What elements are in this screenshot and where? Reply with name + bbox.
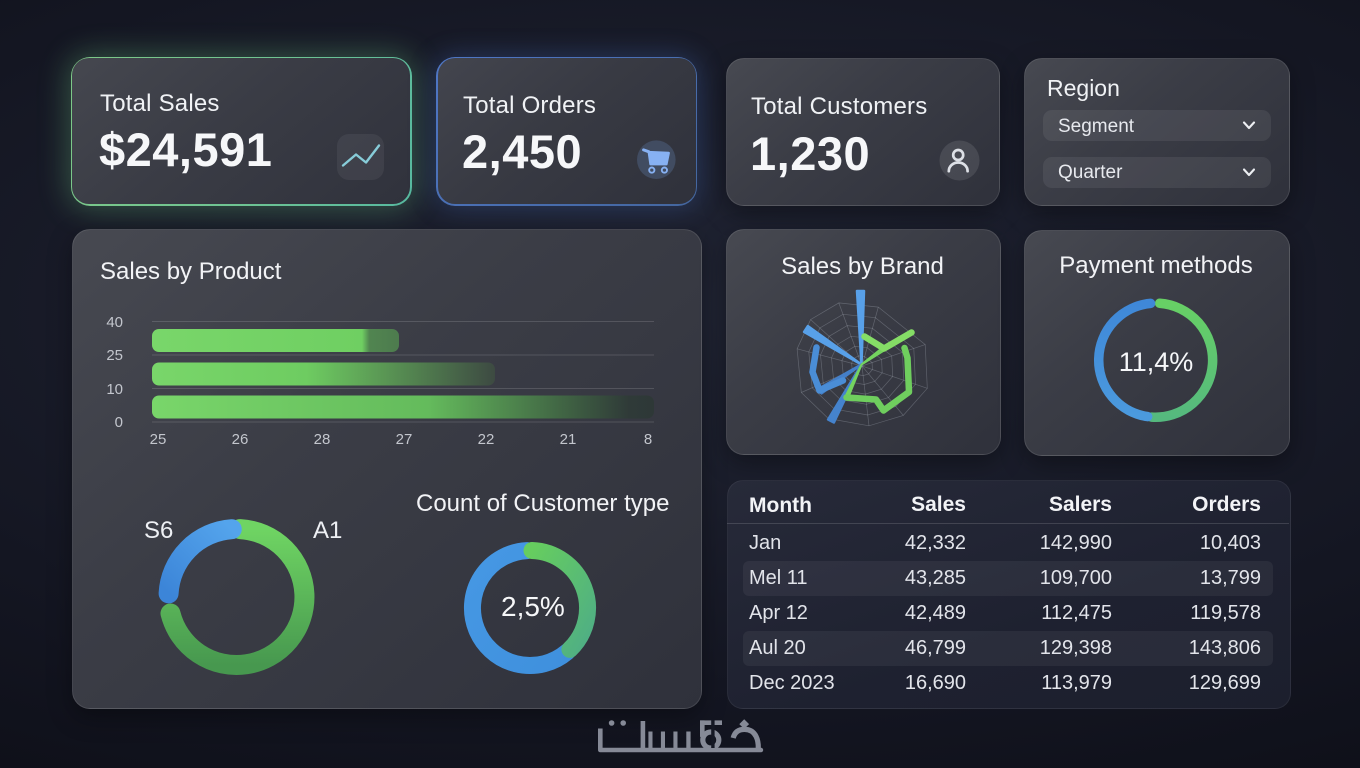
svg-text:21: 21 (560, 431, 577, 448)
svg-text:27: 27 (396, 431, 413, 448)
svg-text:28: 28 (314, 431, 331, 448)
svg-text:22: 22 (478, 431, 495, 448)
svg-text:10: 10 (106, 381, 123, 398)
svg-text:25: 25 (106, 347, 123, 364)
svg-text:40: 40 (106, 314, 123, 331)
svg-text:26: 26 (232, 431, 249, 448)
svg-text:8: 8 (644, 431, 652, 448)
svg-text:25: 25 (150, 431, 167, 448)
svg-text:0: 0 (115, 414, 123, 431)
